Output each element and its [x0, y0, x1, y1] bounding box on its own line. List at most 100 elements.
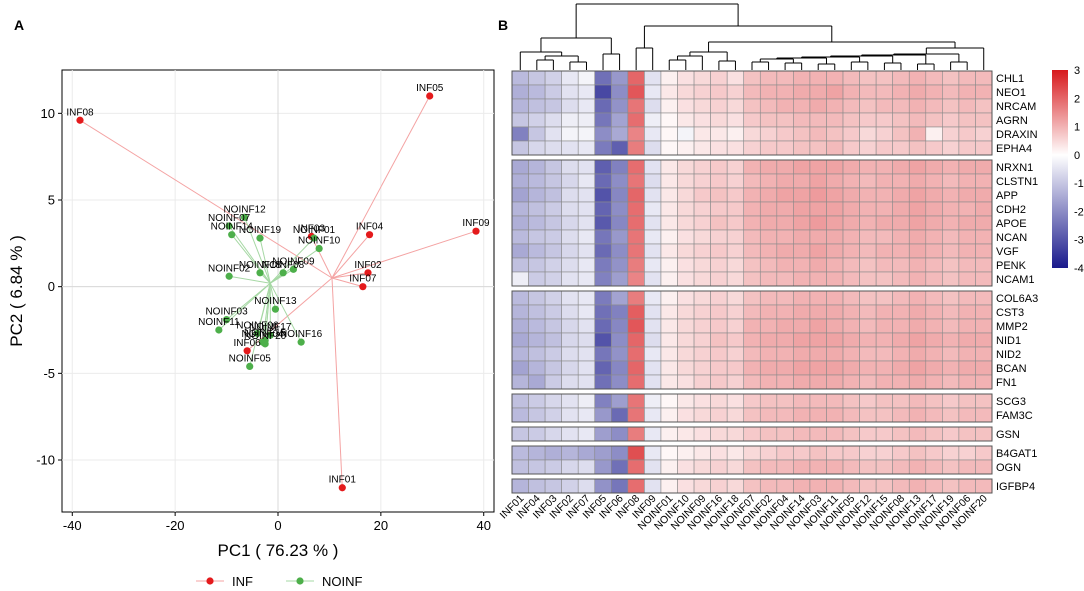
heatmap-cell: [759, 407, 778, 423]
heatmap-cell: [528, 243, 546, 259]
heatmap-cell: [809, 140, 827, 156]
heatmap-cell: [859, 243, 877, 259]
heatmap-cell: [776, 187, 794, 203]
heatmap-cell: [693, 304, 711, 320]
heatmap-cell: [958, 215, 976, 231]
heatmap-cell: [660, 215, 678, 231]
heatmap-cell: [577, 271, 596, 287]
heatmap-cell: [842, 84, 860, 100]
heatmap-cell: [842, 271, 860, 287]
heatmap-cell: [859, 290, 877, 306]
point-label: INF04: [356, 222, 384, 233]
heatmap-cell: [594, 459, 612, 475]
heatmap-cell: [826, 374, 844, 390]
heatmap-cell: [842, 318, 860, 334]
heatmap-cell: [677, 360, 695, 376]
heatmap-cell: [826, 426, 844, 442]
heatmap-cell: [776, 140, 794, 156]
heatmap-cell: [611, 271, 629, 287]
heatmap-cell: [925, 271, 943, 287]
heatmap-cell: [594, 112, 612, 128]
heatmap-cell: [776, 243, 794, 259]
heatmap-cell: [511, 374, 529, 390]
heatmap-cell: [561, 374, 579, 390]
heatmap-cell: [627, 459, 645, 475]
heatmap-cell: [925, 215, 943, 231]
heatmap-cell: [859, 201, 877, 217]
heatmap-cell: [693, 374, 711, 390]
heatmap-cell: [859, 332, 877, 348]
heatmap-cell: [743, 243, 761, 259]
heatmap-cell: [776, 304, 794, 320]
heatmap-cell: [677, 374, 695, 390]
heatmap-cell: [726, 426, 745, 442]
heatmap-cell: [743, 318, 761, 334]
heatmap-cell: [925, 407, 943, 423]
heatmap-cell: [776, 126, 794, 142]
heatmap-cell: [925, 426, 943, 442]
heatmap-cell: [544, 393, 562, 409]
heatmap-cell: [627, 290, 645, 306]
heatmap-cell: [793, 478, 811, 494]
data-point: [297, 338, 305, 346]
y-tick-label: -10: [36, 453, 55, 468]
heatmap-cell: [644, 459, 662, 475]
heatmap-cell: [677, 140, 695, 156]
heatmap-cell: [544, 126, 562, 142]
heatmap-cell: [627, 271, 645, 287]
heatmap-cell: [875, 271, 893, 287]
heatmap-cell: [627, 393, 645, 409]
heatmap-cell: [809, 98, 827, 114]
point-label: NOINF01: [293, 225, 336, 236]
heatmap-cell: [776, 229, 794, 245]
heatmap-cell: [942, 187, 960, 203]
heatmap-cell: [577, 201, 596, 217]
heatmap-cell: [528, 407, 546, 423]
point-label: NOINF05: [229, 353, 272, 364]
y-tick-label: 0: [48, 279, 55, 294]
heatmap-cell: [793, 84, 811, 100]
heatmap-cell: [528, 478, 546, 494]
heatmap-cell: [677, 459, 695, 475]
row-label: NRXN1: [996, 162, 1033, 174]
heatmap-cell: [677, 98, 695, 114]
heatmap-cell: [908, 332, 927, 348]
heatmap-cell: [611, 374, 629, 390]
heatmap-cell: [958, 98, 976, 114]
heatmap-cell: [644, 201, 662, 217]
heatmap-cell: [710, 173, 728, 189]
data-point: [365, 231, 374, 239]
heatmap-cell: [925, 70, 943, 86]
heatmap-cell: [892, 478, 910, 494]
centroid-segment: [79, 119, 333, 279]
heatmap-cell: [693, 126, 711, 142]
heatmap-cell: [726, 243, 745, 259]
heatmap-cell: [726, 374, 745, 390]
heatmap-cell: [594, 271, 612, 287]
heatmap-cell: [693, 426, 711, 442]
row-label: AGRN: [996, 115, 1028, 127]
heatmap-cell: [660, 98, 678, 114]
heatmap-cell: [743, 478, 761, 494]
heatmap-cell: [726, 393, 745, 409]
heatmap-cell: [958, 187, 976, 203]
heatmap-cell: [644, 407, 662, 423]
heatmap-cell: [759, 445, 778, 461]
heatmap-cell: [859, 140, 877, 156]
data-point: [253, 329, 262, 338]
heatmap-cell: [875, 173, 893, 189]
heatmap-cell: [561, 84, 579, 100]
heatmap-cell: [710, 84, 728, 100]
heatmap-cell: [809, 478, 827, 494]
heatmap-cell: [544, 173, 562, 189]
heatmap-cell: [942, 126, 960, 142]
heatmap-cell: [544, 84, 562, 100]
heatmap-cell: [942, 459, 960, 475]
heatmap-cell: [793, 445, 811, 461]
centroid-segment: [264, 283, 271, 344]
row-group-border: [511, 290, 993, 390]
heatmap-cell: [942, 318, 960, 334]
heatmap-cell: [577, 407, 596, 423]
heatmap-cell: [577, 257, 596, 273]
heatmap-cell: [577, 173, 596, 189]
